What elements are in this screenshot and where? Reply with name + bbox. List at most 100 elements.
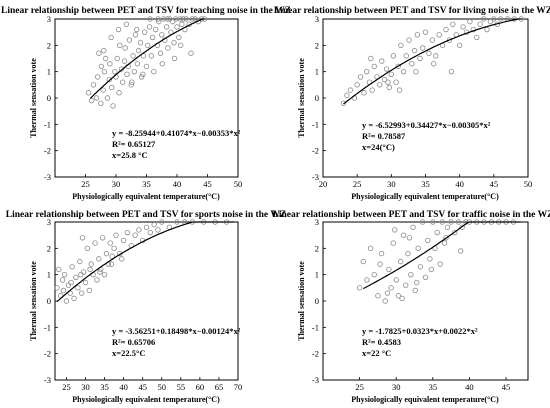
fit-curve (89, 18, 205, 99)
data-point (165, 45, 171, 51)
data-point (419, 219, 426, 225)
data-point (386, 266, 392, 273)
data-point (151, 221, 157, 228)
data-point (385, 79, 391, 85)
data-point (446, 37, 453, 43)
data-point (406, 235, 413, 241)
x-tick-label: 55 (177, 382, 186, 392)
chart-title: Linear relationship between PET and TSV … (1, 6, 291, 16)
data-point (412, 287, 418, 294)
data-point (65, 282, 72, 288)
data-point (403, 282, 409, 288)
data-point (128, 82, 134, 88)
x-tick-label: 35 (142, 179, 151, 189)
data-point (101, 47, 107, 54)
data-point (180, 16, 186, 22)
x-tick-label: 45 (490, 179, 499, 189)
y-tick-label: 2 (47, 40, 51, 50)
x-axis-label: Physiologically equivalent temperature(°… (72, 395, 220, 404)
plot-frame (322, 221, 529, 381)
x-axis-label: Physiologically equivalent temperature(°… (72, 192, 220, 201)
data-point (448, 68, 455, 75)
data-point (107, 240, 113, 246)
data-point (93, 95, 100, 101)
data-point (90, 82, 97, 88)
chart-title: Linear relationship between PET and TSV … (274, 6, 550, 16)
y-axis-label: Thermal sensation vote (29, 58, 38, 138)
data-point (456, 42, 463, 49)
data-point (159, 219, 165, 225)
data-point (188, 50, 194, 56)
data-point (115, 26, 122, 33)
data-point (98, 100, 104, 106)
data-point (361, 90, 367, 96)
x-tick-label: 50 (234, 179, 243, 189)
data-point (108, 34, 114, 41)
data-point (484, 26, 490, 33)
y-tick-label: -3 (312, 375, 319, 385)
data-point (422, 274, 429, 280)
y-tick-label: -3 (44, 172, 51, 182)
data-point (433, 53, 439, 59)
data-point (455, 219, 462, 225)
y-tick-label: -1 (44, 119, 51, 129)
data-point (171, 55, 178, 62)
y-tick-label: 0 (47, 296, 51, 306)
data-point (96, 256, 102, 262)
x-tick-label: 30 (387, 179, 396, 189)
data-point (135, 47, 142, 54)
x-tick-label: 30 (81, 382, 90, 392)
data-point (164, 16, 170, 22)
y-tick-label: 3 (47, 14, 51, 24)
data-point (112, 68, 118, 75)
data-point (364, 277, 370, 283)
data-point (140, 71, 146, 77)
data-point (393, 277, 399, 283)
x-tick-label: 25 (81, 179, 90, 189)
data-point (145, 42, 151, 49)
x-tick-label: 45 (138, 382, 147, 392)
data-point (107, 61, 113, 67)
data-point (487, 18, 494, 25)
data-point (121, 58, 128, 64)
data-point (400, 68, 407, 75)
data-point (147, 16, 153, 22)
data-point (149, 34, 156, 41)
data-point (390, 240, 396, 246)
data-point (409, 61, 415, 67)
data-point (101, 68, 108, 75)
data-point (340, 100, 347, 106)
data-point (457, 248, 464, 254)
data-point (130, 53, 136, 59)
data-point (110, 103, 116, 109)
data-point (477, 21, 483, 27)
y-tick-label: 3 (315, 217, 319, 227)
x-axis-label: Physiologically equivalent temperature(°… (351, 395, 499, 404)
data-point (88, 97, 95, 104)
y-tick-label: 1 (47, 270, 51, 280)
data-point (399, 295, 405, 302)
data-point (56, 266, 62, 273)
data-point (354, 82, 360, 88)
y-tick-label: 3 (47, 217, 51, 227)
y-tick-label: -2 (312, 146, 319, 156)
data-point (109, 253, 115, 259)
data-point (124, 71, 130, 77)
y-tick-label: -1 (312, 322, 319, 332)
data-point (99, 235, 106, 241)
data-point (94, 74, 101, 80)
data-point (136, 227, 142, 233)
data-point (439, 219, 446, 225)
data-point (176, 34, 182, 41)
data-point (356, 285, 363, 291)
data-point (174, 219, 180, 225)
data-point (179, 21, 185, 27)
data-point (417, 264, 424, 270)
data-point (120, 237, 127, 244)
x-tick-label: 20 (319, 179, 328, 189)
data-point (147, 229, 154, 236)
data-point (183, 16, 189, 22)
data-point (382, 298, 388, 304)
y-tick-label: -2 (44, 146, 51, 156)
data-point (388, 71, 395, 77)
